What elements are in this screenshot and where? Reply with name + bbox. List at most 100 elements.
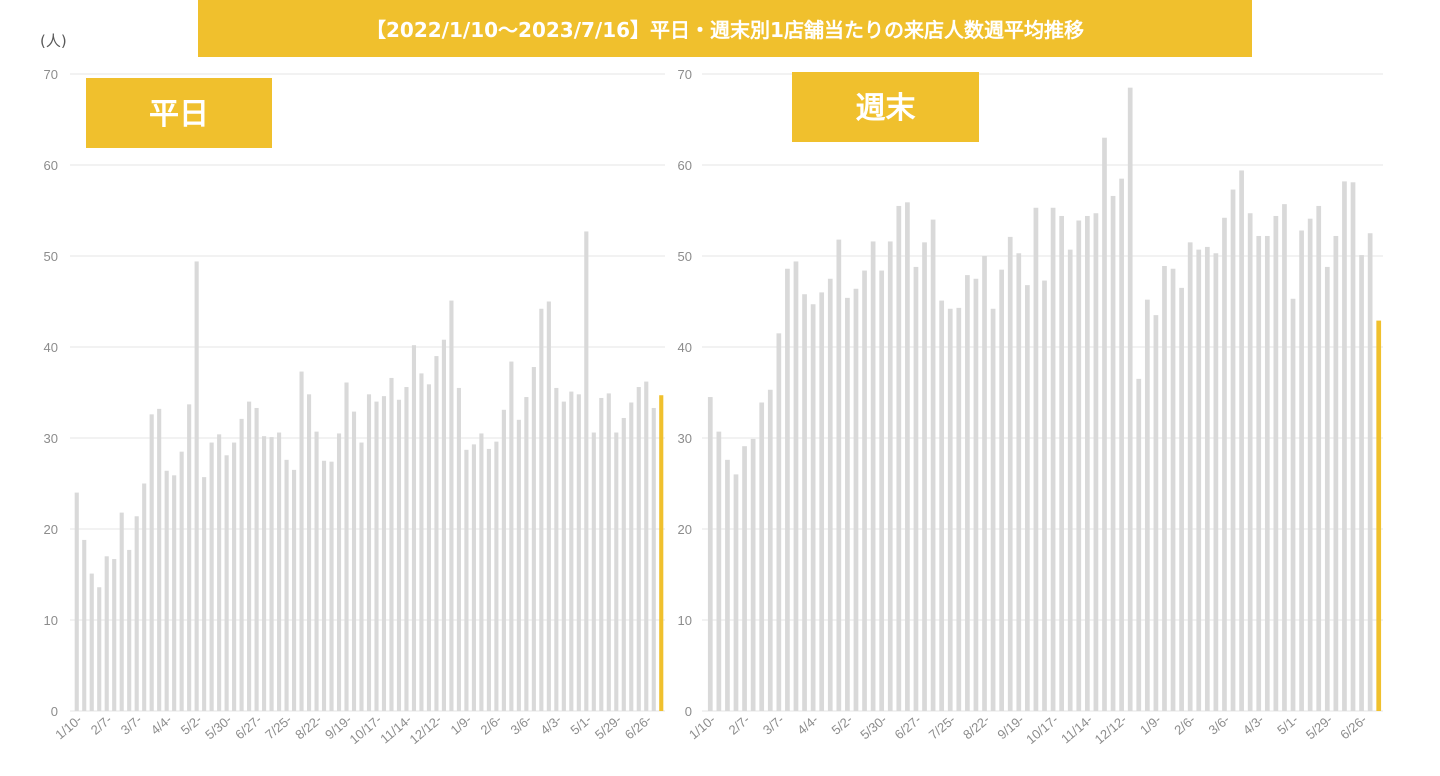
bar [569, 391, 574, 711]
bar [930, 219, 936, 711]
x-tick-label: 5/30- [202, 712, 234, 743]
bar [104, 556, 109, 711]
bar [905, 202, 910, 711]
x-tick-label: 4/3- [537, 712, 564, 738]
x-tick-label: 6/27- [232, 712, 264, 743]
bar [516, 419, 521, 711]
bar [119, 512, 124, 711]
y-tick-label: 60 [44, 158, 58, 173]
bar [441, 339, 446, 711]
bar [321, 460, 327, 711]
bar [389, 377, 394, 711]
bar [776, 333, 782, 711]
chart-title: 【2022/1/10～2023/7/16】平日・週末別1店舗当たりの来店人数週平… [198, 0, 1252, 57]
x-tick-label: 2/7- [726, 712, 753, 738]
x-tick-label: 5/29- [1303, 712, 1335, 743]
x-tick-label: 11/14- [377, 712, 414, 747]
bar [419, 373, 424, 711]
bar [217, 434, 222, 711]
bar [97, 587, 102, 711]
bar [584, 231, 589, 711]
y-tick-label: 70 [44, 67, 58, 82]
bar [644, 381, 649, 711]
panel-label: 平日 [149, 97, 209, 132]
bar [1016, 253, 1022, 711]
bar [1162, 266, 1167, 711]
bar [599, 397, 604, 711]
bar [561, 401, 566, 711]
bar [819, 292, 825, 711]
x-tick-label: 3/7- [760, 712, 787, 738]
y-tick-label: 40 [44, 340, 58, 355]
bar [1324, 266, 1330, 711]
x-tick-label: 12/12- [1092, 712, 1130, 747]
bar [202, 477, 207, 711]
bar [750, 438, 756, 711]
bar [426, 384, 432, 711]
x-tick-label: 5/1- [1274, 712, 1301, 738]
bar [1153, 315, 1159, 711]
x-tick-label: 5/29- [592, 712, 624, 743]
bar [956, 307, 962, 711]
x-tick-label: 12/12- [406, 712, 444, 747]
bar [947, 308, 953, 711]
x-tick-label: 1/9- [448, 712, 475, 738]
bar [539, 308, 544, 711]
y-tick-label: 40 [678, 340, 692, 355]
bar [999, 269, 1005, 711]
bar [82, 539, 87, 711]
bar [725, 459, 730, 711]
bar [1239, 170, 1244, 711]
bar [621, 417, 626, 711]
x-tick-label: 4/4- [794, 712, 821, 738]
bar [127, 549, 132, 711]
y-tick-label: 10 [44, 613, 58, 628]
bar [879, 270, 885, 711]
x-tick-label: 9/19- [994, 712, 1026, 743]
bar [1102, 137, 1107, 711]
bar [759, 402, 765, 711]
bar [810, 304, 816, 711]
bar [827, 278, 833, 711]
y-tick-label: 30 [44, 431, 58, 446]
bar [1359, 255, 1364, 711]
bar [396, 399, 402, 711]
bar [494, 441, 499, 711]
bar [74, 492, 79, 711]
bar [359, 442, 364, 711]
bar [486, 448, 491, 711]
bar [524, 397, 529, 711]
y-tick-label: 70 [678, 67, 692, 82]
bar [149, 414, 154, 711]
bar [922, 242, 927, 711]
bar [501, 409, 506, 711]
bar [142, 483, 147, 711]
bar [411, 345, 417, 711]
bar [896, 205, 902, 711]
bar [1025, 285, 1030, 711]
bar [1059, 215, 1064, 711]
bar [366, 394, 372, 711]
y-tick-label: 50 [678, 249, 692, 264]
bar [1342, 181, 1347, 711]
bar [179, 451, 184, 711]
bar-latest [1376, 320, 1382, 711]
x-tick-label: 3/7- [118, 712, 145, 738]
bar [1084, 215, 1090, 711]
bar [1067, 249, 1073, 711]
bar [742, 446, 747, 711]
bar [187, 404, 192, 711]
y-tick-label: 60 [678, 158, 692, 173]
bar [651, 407, 656, 711]
bar [269, 437, 274, 711]
x-tick-label: 4/4- [148, 712, 175, 738]
bar [802, 294, 807, 711]
y-tick-label: 10 [678, 613, 692, 628]
x-tick-label: 11/14- [1058, 712, 1095, 747]
x-tick-label: 6/27- [892, 712, 924, 743]
bar [606, 393, 611, 711]
bar [1196, 249, 1202, 711]
bar [1179, 287, 1184, 711]
